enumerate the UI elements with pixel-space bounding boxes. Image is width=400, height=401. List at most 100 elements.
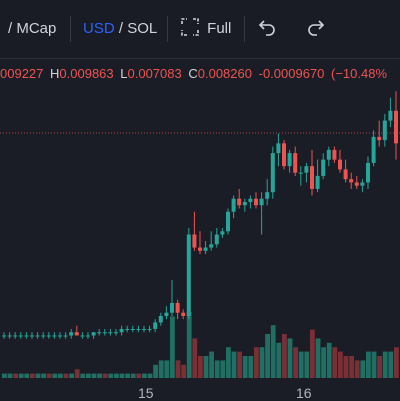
candle-body xyxy=(186,234,191,316)
volume-bar xyxy=(354,360,360,378)
undo-button[interactable] xyxy=(258,20,276,40)
candle-body xyxy=(119,328,124,333)
volume-bar xyxy=(332,347,338,378)
volume-bar xyxy=(366,351,371,378)
volume-bar xyxy=(326,342,332,378)
volume-bar xyxy=(175,360,181,378)
volume-bar xyxy=(158,360,164,378)
volume-bar xyxy=(343,356,349,378)
volume-bar xyxy=(147,373,153,378)
candle-body xyxy=(259,198,264,206)
candle-body xyxy=(142,328,146,330)
candle-body xyxy=(30,335,34,337)
ohlc-change: -0.0009670 xyxy=(258,66,325,81)
redo-button[interactable] xyxy=(307,20,325,40)
candle-body xyxy=(198,247,202,251)
volume-bar xyxy=(315,338,321,378)
candle-body xyxy=(35,335,40,337)
candle-body xyxy=(86,335,90,337)
volume-bar xyxy=(310,329,315,378)
candle-body xyxy=(114,332,118,334)
ohlc-close: 0.008260 xyxy=(197,66,252,81)
metric-toggle[interactable]: / MCap xyxy=(8,20,57,37)
candle-body xyxy=(91,332,96,336)
candle-body xyxy=(282,143,286,167)
volume-bar xyxy=(270,325,276,378)
volume-bar xyxy=(125,373,130,378)
volume-bar xyxy=(24,373,30,378)
candle-body xyxy=(97,332,102,334)
ohlc-low: 0.007083 xyxy=(127,66,182,81)
volume-bar xyxy=(181,364,186,378)
candle-body xyxy=(321,159,326,176)
candle-body xyxy=(287,153,292,167)
candle-body xyxy=(338,159,342,170)
candle-body xyxy=(69,332,74,336)
volume-bar xyxy=(298,351,304,378)
volume-bar xyxy=(2,373,7,378)
candle-body xyxy=(371,136,376,163)
candle-body xyxy=(377,136,382,141)
volume-bar xyxy=(142,373,147,378)
volume-bar xyxy=(136,373,142,378)
volume-bar xyxy=(237,351,242,378)
currency-usd[interactable]: USD xyxy=(83,20,115,37)
volume-bar xyxy=(114,373,119,378)
volume-bar xyxy=(46,373,52,378)
volume-bar xyxy=(338,351,343,378)
ohlc-high: 0.009863 xyxy=(59,66,114,81)
volume-bar xyxy=(349,356,354,378)
volume-bar xyxy=(198,356,203,378)
candle-body xyxy=(349,179,354,183)
volume-bar xyxy=(69,373,74,378)
currency-sol[interactable]: SOL xyxy=(127,20,158,37)
volume-bar xyxy=(102,373,108,378)
toolbar-divider xyxy=(70,16,71,42)
candle-body xyxy=(52,335,57,337)
ohlc-open: 009227 xyxy=(0,66,44,81)
volume-bar xyxy=(52,373,58,378)
volume-bar xyxy=(371,351,377,378)
fullscreen-label: Full xyxy=(207,20,232,37)
volume-bar xyxy=(226,347,231,378)
candle-body xyxy=(46,335,51,337)
candle-body xyxy=(192,234,197,248)
fullscreen-button[interactable]: Full xyxy=(181,18,231,37)
candle-body xyxy=(304,166,309,173)
volume-bar xyxy=(293,347,298,378)
candle-body xyxy=(332,149,337,160)
volume-bar xyxy=(321,347,326,378)
candle-body xyxy=(13,335,18,337)
volume-bar xyxy=(259,347,265,378)
candle-body xyxy=(270,153,275,193)
candle-body xyxy=(209,244,214,248)
currency-toggle[interactable]: USD / SOL xyxy=(83,20,157,37)
volume-bar xyxy=(35,373,41,378)
candle-body xyxy=(125,328,130,330)
volume-bar xyxy=(80,373,86,378)
volume-bar xyxy=(214,360,220,378)
ohlc-high-label: H xyxy=(50,66,60,81)
candle-body xyxy=(366,162,370,183)
volume-bar xyxy=(360,360,366,378)
candle-body xyxy=(248,198,253,202)
candle-body xyxy=(18,335,23,337)
volume-bar xyxy=(209,351,214,378)
candle-body xyxy=(298,172,303,174)
candle-body xyxy=(41,335,46,337)
volume-bar xyxy=(192,338,198,378)
candle-body xyxy=(175,302,180,313)
volume-bar xyxy=(74,369,80,378)
ohlc-legend: 009227 H0.009863 L0.007083 C0.008260 -0.… xyxy=(0,66,387,81)
candle-body xyxy=(214,234,219,245)
volume-bar xyxy=(282,334,287,378)
candle-body xyxy=(58,335,62,337)
candle-body xyxy=(254,198,258,206)
volume-bar xyxy=(41,373,46,378)
fullscreen-icon xyxy=(181,18,199,36)
volume-bar xyxy=(304,351,310,378)
candle-body xyxy=(24,335,29,337)
volume-bar xyxy=(388,351,394,378)
candle-body xyxy=(164,312,169,316)
